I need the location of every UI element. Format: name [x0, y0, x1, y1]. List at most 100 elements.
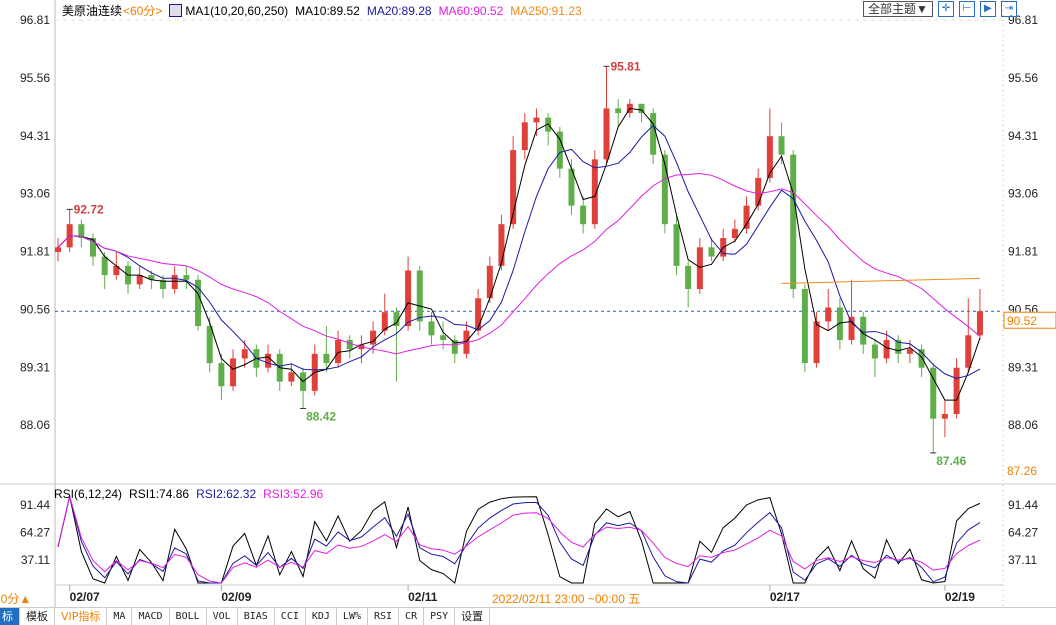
- rsi-tick-right: 37.11: [1008, 553, 1037, 567]
- candle-body: [206, 326, 213, 364]
- candle-body: [661, 154, 668, 225]
- tab-0[interactable]: 标: [0, 608, 20, 625]
- ma60-value: MA60:90.52: [438, 3, 504, 18]
- price-tick-right: 93.06: [1008, 187, 1038, 201]
- symbol-name: 美原油连续: [62, 4, 123, 18]
- theme-dropdown[interactable]: 全部主题▼: [863, 1, 933, 17]
- candle-body: [766, 136, 773, 178]
- candle-body: [918, 349, 925, 368]
- candle-body: [416, 270, 423, 322]
- candle-body: [370, 330, 377, 345]
- cursor-time: 2022/02/11 23:00 ~00:00 五: [492, 592, 641, 606]
- candle-body: [615, 108, 622, 114]
- rsi-header: RSI(6,12,24) RSI1:74.86 RSI2:62.32 RSI3:…: [54, 487, 323, 501]
- tab-10[interactable]: LW%: [337, 608, 368, 625]
- candle-body: [451, 339, 458, 354]
- candle-body: [673, 224, 680, 266]
- tab-6[interactable]: VOL: [207, 608, 238, 625]
- exit-icon[interactable]: ⇥: [1000, 1, 1017, 17]
- x-tick-label: 02/09: [221, 590, 251, 604]
- tab-3[interactable]: MA: [107, 608, 133, 625]
- candle-body: [906, 349, 913, 354]
- candle-body: [381, 312, 388, 331]
- ma-header: 美原油连续 <60分> MA1(10,20,60,250) MA10:89.52…: [62, 2, 582, 19]
- x-tick-label: 02/11: [408, 590, 438, 604]
- price-tick-right: 88.06: [1008, 418, 1038, 432]
- candle-body: [883, 339, 890, 359]
- candle-body: [976, 311, 983, 336]
- price-tick-left: 96.81: [20, 13, 50, 27]
- ma10-line: [57, 107, 981, 401]
- price-tick-left: 93.06: [20, 187, 50, 201]
- tab-7[interactable]: BIAS: [238, 608, 275, 625]
- rsi-tick-left: 91.44: [20, 498, 50, 512]
- candle-body: [486, 265, 493, 299]
- price-tick-right: 91.81: [1008, 245, 1038, 259]
- candle-body: [475, 298, 482, 331]
- candle-body: [428, 321, 435, 336]
- rsi-tick-right: 64.27: [1008, 525, 1038, 539]
- tab-1[interactable]: 模板: [20, 608, 55, 625]
- price-tick-left: 94.31: [20, 129, 50, 143]
- tab-8[interactable]: CCI: [275, 608, 306, 625]
- candle-body: [836, 307, 843, 340]
- period-label[interactable]: <60分>: [123, 4, 163, 18]
- low-marker-label: 87.26: [1007, 464, 1037, 478]
- candle-body: [288, 372, 295, 382]
- price-tick-left: 95.56: [20, 71, 50, 85]
- candle-body: [90, 238, 97, 257]
- crosshair-icon[interactable]: ✛: [937, 1, 954, 17]
- ma60-line: [57, 173, 981, 355]
- last-price-label: 90.52: [1007, 314, 1037, 328]
- low-label: 87.46: [936, 454, 966, 468]
- rsi2-value: RSI2:62.32: [196, 487, 257, 501]
- tab-14[interactable]: 设置: [455, 608, 491, 625]
- chart-toolbar: 全部主题▼ ✛ ⊢ ▶ ⇥: [863, 1, 1017, 17]
- play-icon[interactable]: ▶: [979, 1, 996, 17]
- candle-body: [323, 353, 330, 364]
- price-tick-left: 89.31: [20, 360, 50, 374]
- ma250-value: MA250:91.23: [510, 3, 582, 18]
- price-tick-right: 89.31: [1008, 360, 1038, 374]
- ma10-value: MA10:89.52: [295, 3, 360, 18]
- price-tick-right: 95.56: [1008, 71, 1038, 85]
- candle-body: [113, 265, 120, 276]
- candle-body: [731, 228, 738, 239]
- tab-12[interactable]: CR: [399, 608, 425, 625]
- ma250-line: [781, 277, 980, 284]
- price-tick-left: 88.06: [20, 418, 50, 432]
- candle-body: [55, 247, 61, 252]
- price-tick-left: 91.81: [20, 245, 50, 259]
- candle-body: [393, 312, 400, 327]
- rsi-tick-right: 91.44: [1008, 498, 1038, 512]
- candle-body: [801, 289, 808, 364]
- range-icon[interactable]: ⊢: [958, 1, 975, 17]
- chart-type-icon[interactable]: [169, 4, 183, 17]
- price-tick-left: 90.56: [20, 302, 50, 316]
- rsi1-line: [57, 496, 981, 584]
- candle-body: [743, 205, 750, 229]
- rsi3-value: RSI3:52.96: [263, 487, 324, 501]
- ma20-line: [57, 124, 981, 380]
- candle-body: [650, 113, 657, 155]
- rsi2-line: [57, 496, 981, 584]
- candle-body: [136, 275, 143, 285]
- tab-2[interactable]: VIP指标: [55, 608, 108, 625]
- tab-13[interactable]: PSY: [424, 608, 456, 625]
- candle-body: [930, 367, 937, 419]
- x-tick-label: 02/19: [945, 590, 975, 604]
- rsi-tick-left: 64.27: [20, 525, 50, 539]
- x-tick-label: 02/17: [770, 590, 800, 604]
- candle-body: [171, 275, 178, 290]
- candle-body: [346, 339, 353, 350]
- tab-4[interactable]: MACD: [132, 608, 170, 625]
- candle-body: [790, 154, 797, 290]
- tab-9[interactable]: KDJ: [306, 608, 337, 625]
- tab-11[interactable]: RSI: [368, 608, 400, 625]
- candle-body: [965, 335, 972, 368]
- tab-5[interactable]: BOLL: [170, 608, 207, 625]
- period-toggle[interactable]: 60分▲: [0, 592, 32, 606]
- candle-body: [498, 224, 505, 266]
- candle-body: [183, 275, 190, 280]
